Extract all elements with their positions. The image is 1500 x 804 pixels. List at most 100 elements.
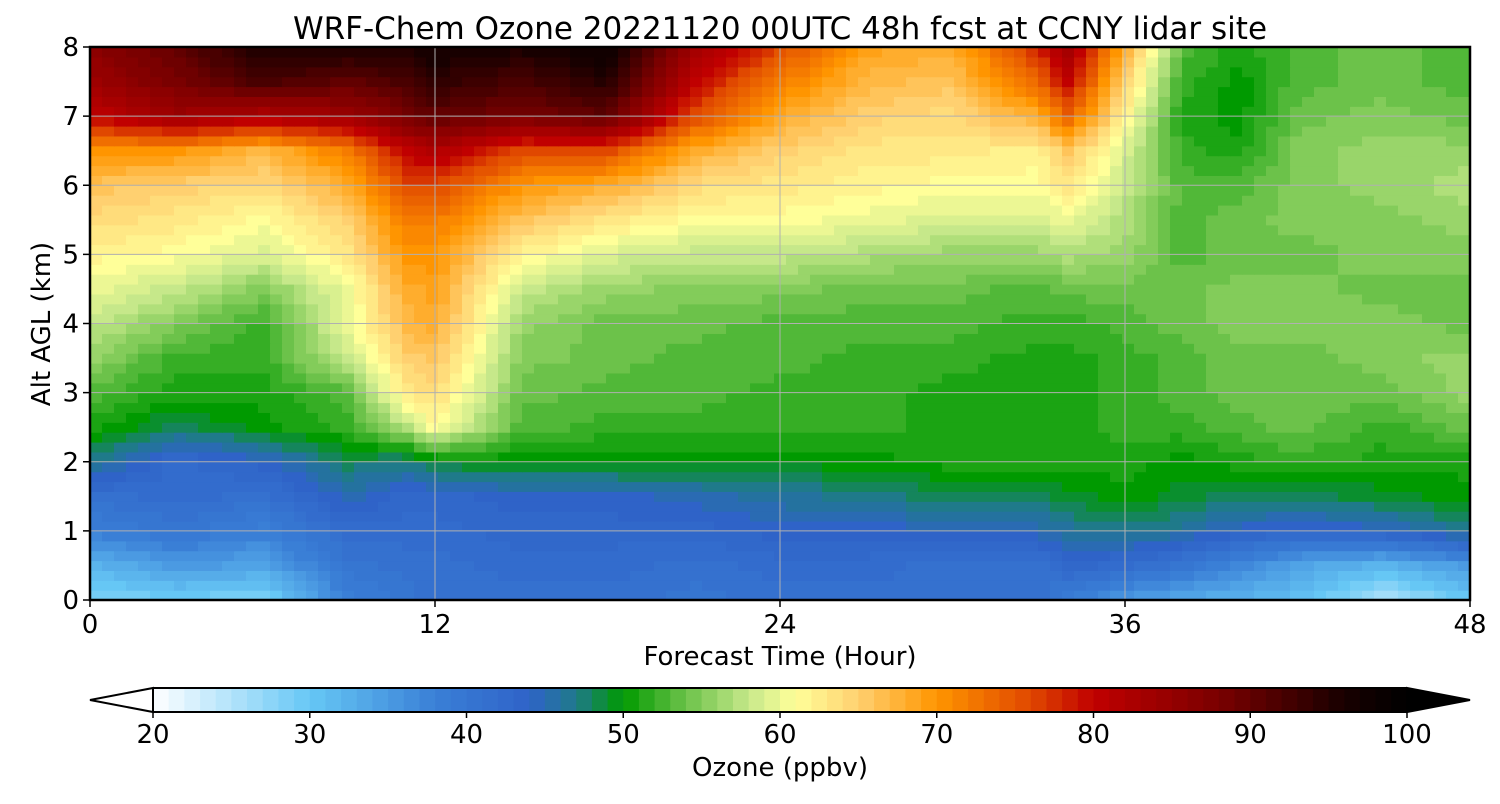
heat-cell	[1362, 205, 1375, 216]
heat-cell	[234, 353, 247, 364]
heat-cell	[222, 382, 235, 394]
heat-cell	[702, 244, 715, 255]
heat-cell	[1326, 511, 1339, 522]
heat-cell	[306, 254, 319, 265]
heat-cell	[1362, 382, 1375, 394]
heat-cell	[1014, 293, 1027, 305]
heat-cell	[1422, 392, 1435, 404]
heat-cell	[390, 501, 403, 512]
heat-cell	[738, 560, 751, 571]
heat-cell	[342, 165, 355, 176]
heat-cell	[1290, 540, 1303, 552]
heat-cell	[138, 363, 151, 374]
heat-cell	[882, 195, 895, 206]
heat-cell	[270, 274, 283, 285]
heat-cell	[1326, 580, 1339, 591]
heat-cell	[366, 205, 379, 216]
heat-cell	[282, 313, 295, 325]
heat-cell	[822, 382, 835, 394]
heat-cell	[522, 244, 535, 255]
heat-cell	[894, 313, 907, 325]
heat-cell	[366, 264, 379, 275]
heat-cell	[354, 461, 367, 473]
heat-cell	[1194, 580, 1207, 591]
heat-cell	[402, 402, 415, 413]
heat-cell	[570, 412, 583, 423]
heat-cell	[666, 205, 679, 216]
heat-cell	[402, 353, 415, 364]
heat-cell	[270, 412, 283, 423]
heat-cell	[810, 303, 823, 315]
heat-cell	[1014, 372, 1027, 384]
heat-cell	[138, 491, 151, 502]
heat-cell	[1050, 303, 1063, 315]
heat-cell	[1266, 511, 1279, 522]
heat-cell	[1398, 185, 1411, 196]
heat-cell	[606, 412, 619, 423]
heat-cell	[438, 234, 451, 246]
heat-cell	[102, 540, 115, 552]
heat-cell	[450, 580, 463, 591]
heat-cell	[930, 284, 943, 295]
heat-cell	[966, 284, 979, 295]
heat-cell	[1110, 501, 1123, 512]
heat-cell	[642, 195, 655, 206]
heat-cell	[1266, 293, 1279, 305]
heat-cell	[438, 382, 451, 394]
heat-cell	[510, 254, 523, 265]
heat-cell	[462, 323, 475, 334]
heat-cell	[1338, 234, 1351, 246]
heat-cell	[1026, 590, 1039, 600]
heat-cell	[558, 343, 571, 354]
heat-cell	[1134, 214, 1147, 226]
heat-cell	[846, 550, 859, 562]
heat-cell	[1062, 461, 1075, 473]
heat-cell	[1074, 412, 1087, 423]
heat-cell	[1254, 451, 1267, 463]
heat-cell	[450, 412, 463, 423]
heat-cell	[1194, 274, 1207, 285]
heat-cell	[738, 392, 751, 404]
heat-cell	[1050, 214, 1063, 226]
heat-cell	[1098, 540, 1111, 552]
heat-cell	[1386, 363, 1399, 374]
heat-cell	[1158, 451, 1171, 463]
heat-cell	[306, 560, 319, 571]
heat-cell	[498, 501, 511, 512]
heat-cell	[726, 264, 739, 275]
heat-cell	[966, 343, 979, 354]
heat-cell	[438, 580, 451, 591]
heat-cell	[294, 550, 307, 562]
heat-cell	[390, 521, 403, 532]
heat-cell	[174, 501, 187, 512]
heat-cell	[330, 244, 343, 255]
heat-cell	[942, 481, 955, 492]
heat-cell	[138, 264, 151, 275]
heat-cell	[1398, 284, 1411, 295]
heat-cell	[1026, 560, 1039, 571]
heat-cell	[1422, 471, 1435, 483]
heat-cell	[558, 422, 571, 433]
heat-cell	[150, 214, 163, 226]
heat-cell	[882, 185, 895, 196]
heat-cell	[702, 185, 715, 196]
heat-cell	[714, 323, 727, 334]
heat-cell	[762, 580, 775, 591]
heat-cell	[1290, 590, 1303, 600]
heat-cell	[306, 432, 319, 443]
heat-cell	[966, 511, 979, 522]
heat-cell	[1230, 224, 1243, 236]
heat-cell	[846, 560, 859, 571]
heat-cell	[318, 412, 331, 423]
heat-cell	[1002, 412, 1015, 423]
heat-cell	[234, 590, 247, 600]
heat-cell	[726, 195, 739, 206]
heat-cell	[666, 214, 679, 226]
heat-cell	[1230, 214, 1243, 226]
heat-cell	[714, 481, 727, 492]
heat-cell	[1458, 590, 1470, 600]
heat-cell	[294, 540, 307, 552]
heat-cell	[1410, 412, 1423, 423]
heat-cell	[318, 432, 331, 443]
heat-cell	[378, 521, 391, 532]
